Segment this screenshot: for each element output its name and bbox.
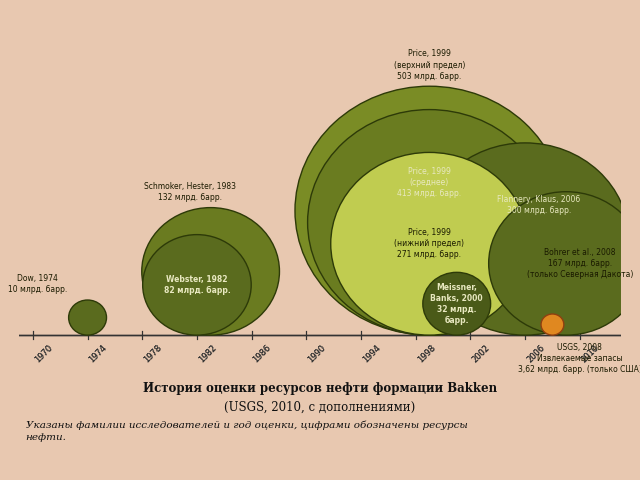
- Text: 2010: 2010: [580, 343, 601, 364]
- Text: Price, 1999
(нижний предел)
271 млрд. барр.: Price, 1999 (нижний предел) 271 млрд. ба…: [394, 228, 465, 259]
- Text: Meissner,
Banks, 2000
32 млрд.
барр.: Meissner, Banks, 2000 32 млрд. барр.: [431, 283, 483, 325]
- Text: 1970: 1970: [33, 343, 54, 364]
- Ellipse shape: [142, 208, 280, 335]
- Text: 2002: 2002: [470, 343, 492, 364]
- Text: 1970: 1970: [33, 343, 54, 364]
- Text: Flannery, Klaus, 2006
300 млрд. барр.: Flannery, Klaus, 2006 300 млрд. барр.: [497, 195, 580, 216]
- Text: Bohrer et al., 2008
167 млрд. барр.
(только Северная Дакота): Bohrer et al., 2008 167 млрд. барр. (тол…: [527, 248, 633, 279]
- Ellipse shape: [143, 235, 252, 335]
- Text: 1986: 1986: [252, 343, 273, 364]
- Text: 1990: 1990: [307, 343, 328, 364]
- Text: 1994: 1994: [361, 343, 382, 364]
- Text: Schmoker, Hester, 1983
132 млрд. барр.: Schmoker, Hester, 1983 132 млрд. барр.: [144, 182, 236, 202]
- Text: 1998: 1998: [416, 343, 437, 364]
- Text: 1986: 1986: [252, 343, 273, 364]
- Text: История оценки ресурсов нефти формации Bakken: История оценки ресурсов нефти формации B…: [143, 382, 497, 395]
- Text: Price, 1999
(среднее)
413 млрд. барр.: Price, 1999 (среднее) 413 млрд. барр.: [397, 168, 461, 199]
- Text: 1998: 1998: [416, 343, 437, 364]
- Ellipse shape: [541, 314, 564, 335]
- Ellipse shape: [421, 143, 629, 335]
- Text: 1994: 1994: [361, 343, 382, 364]
- Ellipse shape: [331, 153, 528, 335]
- Text: 2006: 2006: [525, 343, 547, 364]
- Text: Указаны фамилии исследователей и год оценки, цифрами обозначены ресурсы
нефти.: Указаны фамилии исследователей и год оце…: [26, 420, 467, 442]
- Text: 1982: 1982: [197, 343, 218, 364]
- Ellipse shape: [68, 300, 106, 335]
- Text: 1974: 1974: [88, 343, 109, 364]
- Ellipse shape: [423, 272, 491, 335]
- Text: Webster, 1982
82 млрд. барр.: Webster, 1982 82 млрд. барр.: [164, 275, 230, 295]
- Text: 1974: 1974: [88, 343, 109, 364]
- Text: 2010: 2010: [580, 343, 601, 364]
- Text: (USGS, 2010, с дополнениями): (USGS, 2010, с дополнениями): [225, 401, 415, 414]
- Text: USGS, 2008
Извлекаемые запасы
3,62 млрд. барр. (только США): USGS, 2008 Извлекаемые запасы 3,62 млрд.…: [518, 343, 640, 374]
- Text: 2002: 2002: [470, 343, 492, 364]
- Text: 1978: 1978: [142, 343, 164, 364]
- Text: Price, 1999
(верхний предел)
503 млрд. барр.: Price, 1999 (верхний предел) 503 млрд. б…: [394, 49, 465, 81]
- Ellipse shape: [489, 192, 640, 335]
- Text: 1978: 1978: [142, 343, 164, 364]
- Text: Dow, 1974
10 млрд. барр.: Dow, 1974 10 млрд. барр.: [8, 274, 67, 294]
- Text: 1982: 1982: [197, 343, 218, 364]
- Ellipse shape: [295, 86, 564, 335]
- Text: 2006: 2006: [525, 343, 547, 364]
- Ellipse shape: [308, 109, 551, 335]
- Text: 1990: 1990: [307, 343, 328, 364]
